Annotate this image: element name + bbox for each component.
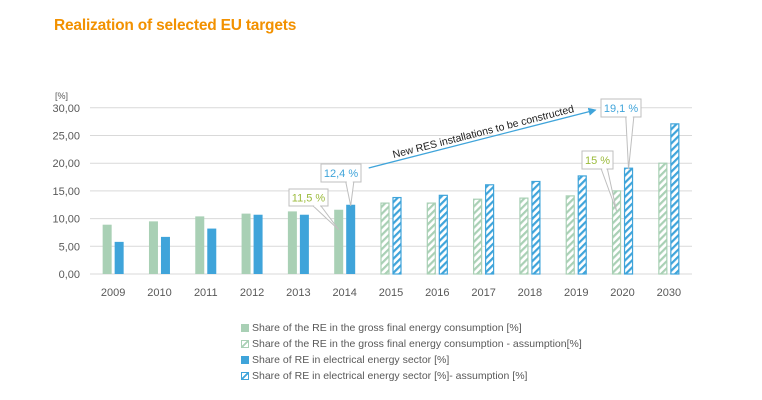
bar-electrical-2014 — [346, 204, 356, 274]
y-tick-label: 10,00 — [52, 214, 80, 226]
bar-electrical-assumption-2017 — [485, 184, 495, 275]
chart-title: Realization of selected EU targets — [54, 17, 297, 34]
x-tick-label: 2011 — [194, 287, 218, 299]
bar-electrical-2010 — [160, 236, 170, 274]
bar-gross-2014 — [334, 209, 344, 274]
bar-gross-assumption-2015 — [380, 202, 390, 275]
chart-legend: Share of the RE in the gross final energ… — [241, 320, 582, 384]
callout-pointer — [600, 168, 618, 212]
y-tick-label: 5,00 — [59, 241, 80, 253]
y-tick-label: 25,00 — [52, 131, 80, 143]
x-tick-label: 2018 — [518, 287, 542, 299]
callout-gross-2020: 15 % — [581, 150, 618, 212]
x-tick-label: 2030 — [657, 287, 681, 299]
x-tick-label: 2013 — [286, 287, 310, 299]
legend-item: Share of the RE in the gross final energ… — [241, 320, 582, 336]
legend-label: Share of RE in electrical energy sector … — [252, 370, 528, 382]
callout-label: 19,1 % — [604, 103, 638, 115]
x-tick-label: 2010 — [147, 287, 171, 299]
y-axis-unit-label: [%] — [55, 91, 68, 101]
x-tick-label: 2019 — [564, 287, 588, 299]
bar-electrical-2013 — [299, 214, 309, 274]
x-tick-label: 2017 — [471, 287, 495, 299]
callout-label: 12,4 % — [324, 168, 358, 180]
callout-box — [581, 150, 614, 170]
callout-label: 15 % — [585, 155, 610, 167]
bar-gross-2009 — [102, 224, 112, 274]
legend-label: Share of the RE in the gross final energ… — [252, 338, 582, 350]
callout-electrical-2020: 19,1 % — [600, 98, 642, 170]
callout-electrical-2014: 12,4 % — [320, 163, 362, 206]
bar-electrical-assumption-2030 — [670, 123, 680, 275]
callout-label: 11,5 % — [292, 193, 326, 205]
legend-item: Share of the RE in the gross final energ… — [241, 336, 582, 352]
legend-swatch-green-solid — [241, 324, 249, 332]
y-tick-label: 15,00 — [52, 186, 80, 198]
bar-gross-2012 — [241, 213, 251, 274]
legend-swatch-blue-solid — [241, 356, 249, 364]
callout-box — [288, 188, 329, 207]
bar-gross-2010 — [148, 221, 158, 274]
legend-swatch-blue-hatched — [241, 372, 249, 380]
x-tick-label: 2020 — [610, 287, 634, 299]
x-tick-label: 2009 — [101, 287, 125, 299]
y-tick-label: 20,00 — [52, 158, 80, 170]
callout-pointer — [345, 181, 355, 206]
x-tick-label: 2016 — [425, 287, 449, 299]
bar-electrical-assumption-2018 — [531, 180, 541, 275]
legend-label: Share of RE in electrical energy sector … — [252, 354, 450, 366]
y-tick-label: 0,00 — [59, 269, 80, 281]
bar-electrical-2011 — [207, 228, 217, 274]
arrow-annotation-label: New RES installations to be constructed — [391, 103, 575, 161]
bar-gross-assumption-2018 — [519, 197, 529, 275]
arrow-new-res — [368, 107, 597, 169]
bar-gross-assumption-2017 — [473, 198, 483, 275]
bar-gross-2011 — [195, 216, 205, 274]
bar-electrical-assumption-2015 — [392, 196, 402, 275]
legend-item: Share of RE in electrical energy sector … — [241, 368, 582, 384]
callout-box — [600, 98, 642, 118]
bar-electrical-assumption-2020 — [623, 167, 634, 275]
bar-electrical-2009 — [114, 241, 124, 274]
bar-electrical-assumption-2016 — [438, 194, 448, 275]
x-tick-label: 2015 — [379, 287, 403, 299]
legend-label: Share of the RE in the gross final energ… — [252, 322, 522, 334]
legend-swatch-green-hatched — [241, 340, 249, 348]
bar-gross-assumption-2020 — [611, 190, 622, 275]
bar-gross-assumption-2016 — [426, 202, 436, 275]
y-tick-label: 30,00 — [52, 103, 80, 115]
bar-gross-2013 — [287, 211, 297, 274]
bar-gross-assumption-2030 — [658, 162, 668, 275]
bar-electrical-assumption-2019 — [577, 175, 587, 275]
x-tick-label: 2014 — [332, 287, 356, 299]
legend-item: Share of RE in electrical energy sector … — [241, 352, 582, 368]
bar-electrical-2012 — [253, 214, 263, 274]
callout-gross-2014: 11,5 % — [288, 188, 340, 231]
callout-box — [320, 163, 362, 183]
x-tick-label: 2012 — [240, 287, 264, 299]
bar-gross-assumption-2019 — [565, 195, 575, 275]
callout-pointer — [625, 116, 635, 170]
